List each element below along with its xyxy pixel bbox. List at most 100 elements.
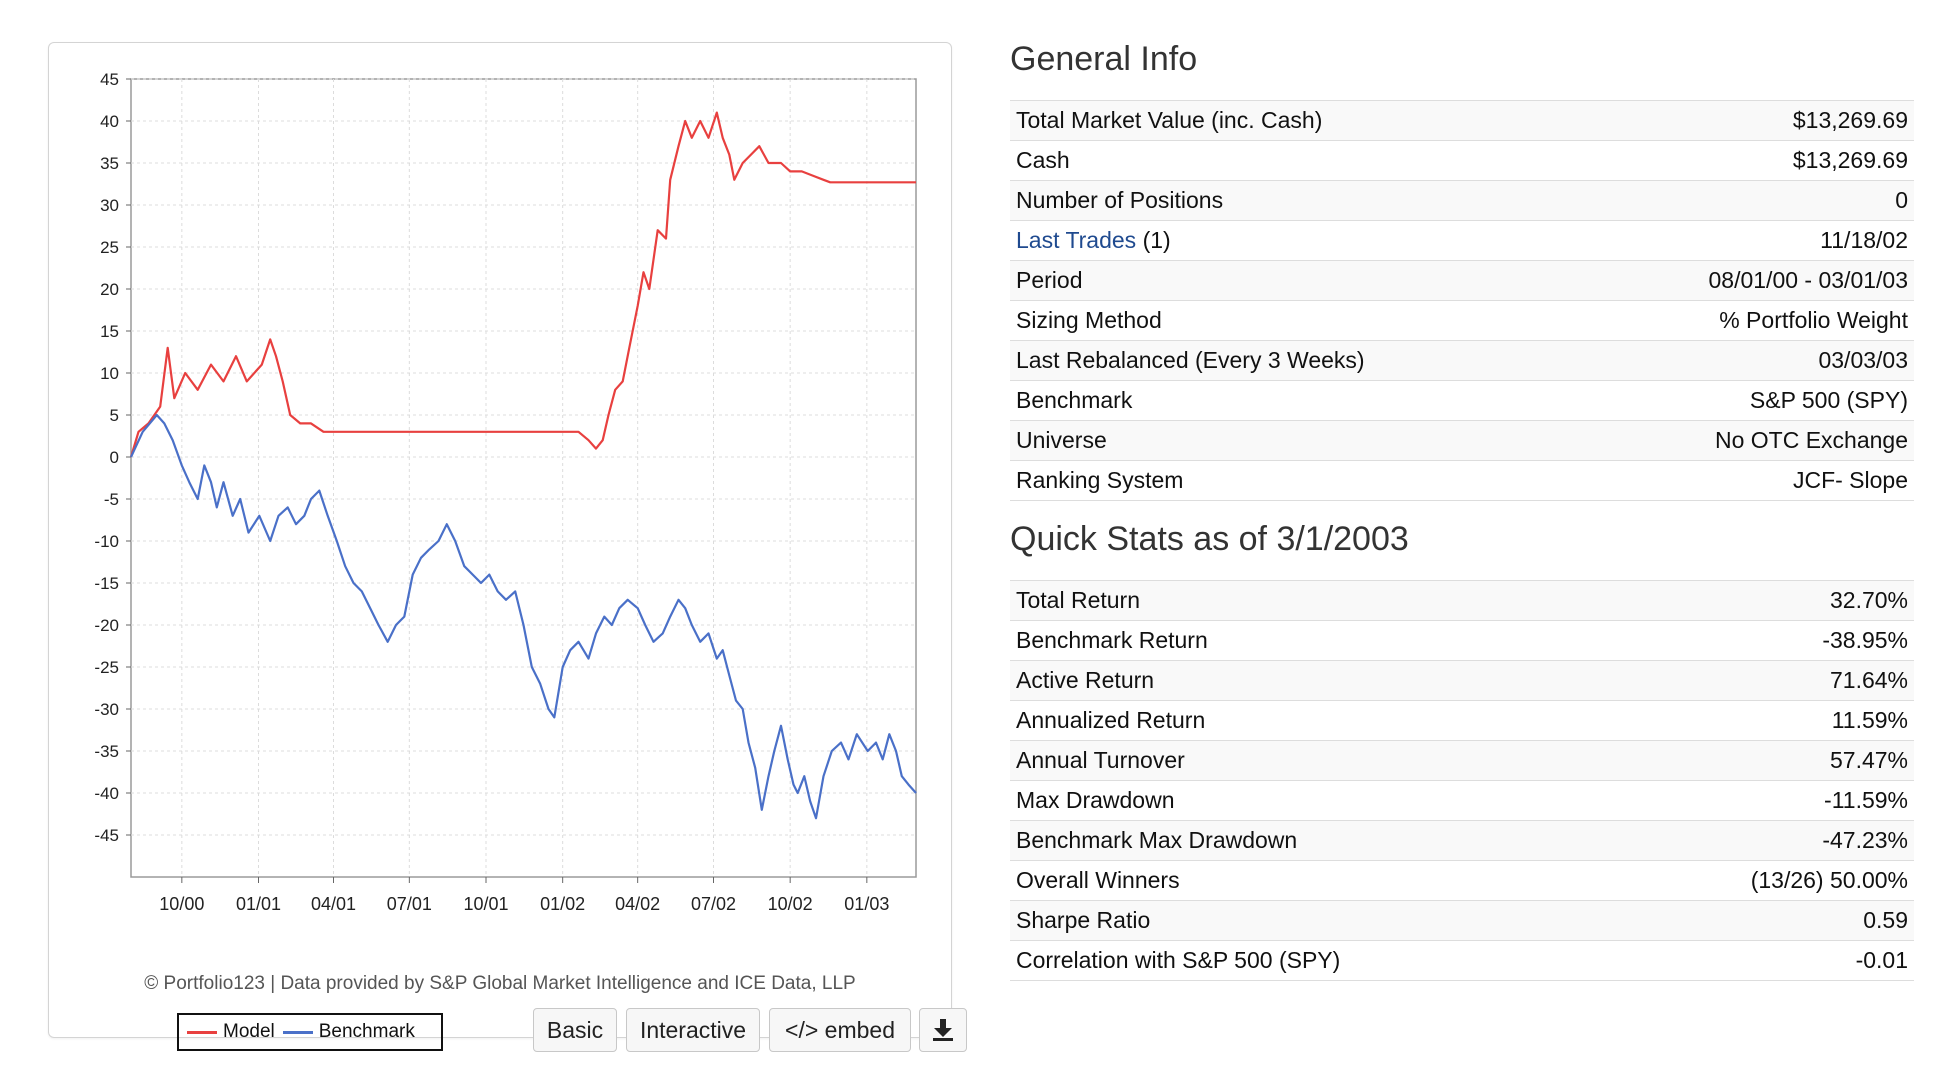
y-tick-label: -45 bbox=[94, 826, 119, 845]
y-tick-label: 5 bbox=[110, 406, 119, 425]
y-tick-label: -15 bbox=[94, 574, 119, 593]
last-trades-link[interactable]: Last Trades bbox=[1016, 227, 1137, 253]
row-label: Correlation with S&P 500 (SPY) bbox=[1010, 940, 1612, 981]
table-row: Overall Winners (13/26) 50.00% bbox=[1010, 860, 1914, 901]
ranking-system-link[interactable]: JCF- Slope bbox=[1579, 460, 1914, 501]
general-info-title: General Info bbox=[1010, 40, 1198, 78]
table-row: Max Drawdown -11.59% bbox=[1010, 780, 1914, 821]
table-row: Total Return 32.70% bbox=[1010, 580, 1914, 621]
table-row: Period 08/01/00 - 03/01/03 bbox=[1010, 260, 1914, 301]
table-row: Benchmark Return -38.95% bbox=[1010, 620, 1914, 661]
row-value: 11.59% bbox=[1611, 700, 1914, 741]
legend-swatch-model bbox=[187, 1030, 217, 1034]
y-tick-label: 40 bbox=[100, 112, 119, 131]
table-row: Last Rebalanced (Every 3 Weeks) 03/03/03 bbox=[1010, 340, 1914, 381]
row-label: Annualized Return bbox=[1010, 700, 1612, 741]
row-label: Ranking System bbox=[1010, 460, 1580, 501]
table-row: Cash $13,269.69 bbox=[1010, 140, 1914, 181]
row-label: Overall Winners bbox=[1010, 860, 1612, 901]
table-row: Sharpe Ratio 0.59 bbox=[1010, 900, 1914, 941]
x-tick-label: 04/01 bbox=[311, 894, 356, 914]
row-label: Period bbox=[1010, 260, 1580, 301]
table-row: Total Market Value (inc. Cash) $13,269.6… bbox=[1010, 100, 1914, 141]
row-value: 71.64% bbox=[1611, 660, 1914, 701]
download-button[interactable] bbox=[919, 1008, 967, 1052]
row-label: Number of Positions bbox=[1010, 180, 1580, 221]
plot-area bbox=[130, 78, 917, 878]
row-label: Active Return bbox=[1010, 660, 1612, 701]
last-trades-date-link[interactable]: 11/18/02 bbox=[1579, 220, 1914, 261]
performance-chart[interactable]: 45 40 35 30 25 20 15 10 5 0 -5 -10 -15 -20 -25 -30 -35 -4… bbox=[49, 43, 953, 973]
legend-label-model: Model bbox=[223, 1021, 275, 1042]
general-info-table: Total Market Value (inc. Cash) $13,269.6… bbox=[1010, 100, 1914, 501]
x-tick-label: 10/01 bbox=[463, 894, 508, 914]
y-tick-label: 45 bbox=[100, 70, 119, 89]
x-tick-label: 01/02 bbox=[540, 894, 585, 914]
row-label-last-trades: Last Trades (1) bbox=[1010, 220, 1580, 261]
row-value: 57.47% bbox=[1611, 740, 1914, 781]
chart-credit: © Portfolio123 | Data provided by S&P Gl… bbox=[144, 973, 856, 994]
quick-stats-table: Total Return 32.70% Benchmark Return -38… bbox=[1010, 580, 1914, 981]
x-tick-label: 07/02 bbox=[691, 894, 736, 914]
y-tick-label: 15 bbox=[100, 322, 119, 341]
row-label: Annual Turnover bbox=[1010, 740, 1612, 781]
y-tick-label: 35 bbox=[100, 154, 119, 173]
row-value: % Portfolio Weight bbox=[1579, 300, 1914, 341]
y-tick-label: -25 bbox=[94, 658, 119, 677]
table-row: Correlation with S&P 500 (SPY) -0.01 bbox=[1010, 940, 1914, 981]
row-value-negative: -11.59% bbox=[1611, 780, 1914, 821]
y-tick-label: 10 bbox=[100, 364, 119, 383]
last-trades-count: (1) bbox=[1136, 227, 1171, 253]
legend-item-model: Model bbox=[187, 1021, 275, 1043]
row-value: No OTC Exchange bbox=[1579, 420, 1914, 461]
table-row: Benchmark S&P 500 (SPY) bbox=[1010, 380, 1914, 421]
y-tick-label: -20 bbox=[94, 616, 119, 635]
y-tick-label: 0 bbox=[110, 448, 119, 467]
table-row: Active Return 71.64% bbox=[1010, 660, 1914, 701]
series-line-model bbox=[129, 111, 916, 458]
table-row: Annual Turnover 57.47% bbox=[1010, 740, 1914, 781]
row-value: 0 bbox=[1579, 180, 1914, 221]
y-tick-label: 30 bbox=[100, 196, 119, 215]
row-value: 08/01/00 - 03/01/03 bbox=[1579, 260, 1914, 301]
table-row: Universe No OTC Exchange bbox=[1010, 420, 1914, 461]
chart-legend: Model Benchmark bbox=[177, 1013, 443, 1051]
download-icon bbox=[933, 1019, 953, 1041]
row-label: Sharpe Ratio bbox=[1010, 900, 1612, 941]
row-value: 03/03/03 bbox=[1579, 340, 1914, 381]
x-tick-label: 01/03 bbox=[844, 894, 889, 914]
row-label: Benchmark Max Drawdown bbox=[1010, 820, 1612, 861]
row-label: Total Market Value (inc. Cash) bbox=[1010, 100, 1580, 141]
row-value-negative: -38.95% bbox=[1611, 620, 1914, 661]
quick-stats-title: Quick Stats as of 3/1/2003 bbox=[1010, 520, 1409, 558]
y-tick-label: -10 bbox=[94, 532, 119, 551]
x-tick-label: 07/01 bbox=[387, 894, 432, 914]
y-tick-label: -5 bbox=[104, 490, 119, 509]
row-value: S&P 500 (SPY) bbox=[1579, 380, 1914, 421]
row-label: Total Return bbox=[1010, 580, 1612, 621]
embed-button[interactable]: </> embed bbox=[769, 1008, 911, 1052]
row-label: Benchmark Return bbox=[1010, 620, 1612, 661]
chart-panel: 45 40 35 30 25 20 15 10 5 0 -5 -10 -15 -20 -25 -30 -35 -4… bbox=[48, 42, 967, 1052]
row-label: Benchmark bbox=[1010, 380, 1580, 421]
y-tick-label: -40 bbox=[94, 784, 119, 803]
legend-item-benchmark: Benchmark bbox=[282, 1021, 415, 1043]
y-tick-label: -30 bbox=[94, 700, 119, 719]
row-value: 32.70% bbox=[1611, 580, 1914, 621]
interactive-button[interactable]: Interactive bbox=[626, 1008, 760, 1052]
table-row: Sizing Method % Portfolio Weight bbox=[1010, 300, 1914, 341]
table-row: Benchmark Max Drawdown -47.23% bbox=[1010, 820, 1914, 861]
basic-button[interactable]: Basic bbox=[533, 1008, 617, 1052]
table-row: Number of Positions 0 bbox=[1010, 180, 1914, 221]
x-tick-label: 10/00 bbox=[159, 894, 204, 914]
row-value: $13,269.69 bbox=[1579, 100, 1914, 141]
row-value: (13/26) 50.00% bbox=[1611, 860, 1914, 901]
y-tick-label: 20 bbox=[100, 280, 119, 299]
row-value: $13,269.69 bbox=[1579, 140, 1914, 181]
row-value-negative: -0.01 bbox=[1611, 940, 1914, 981]
x-tick-label: 01/01 bbox=[236, 894, 281, 914]
row-value-negative: -47.23% bbox=[1611, 820, 1914, 861]
table-row: Ranking System JCF- Slope bbox=[1010, 460, 1914, 501]
y-tick-label: -35 bbox=[94, 742, 119, 761]
series-line-benchmark bbox=[130, 413, 917, 820]
